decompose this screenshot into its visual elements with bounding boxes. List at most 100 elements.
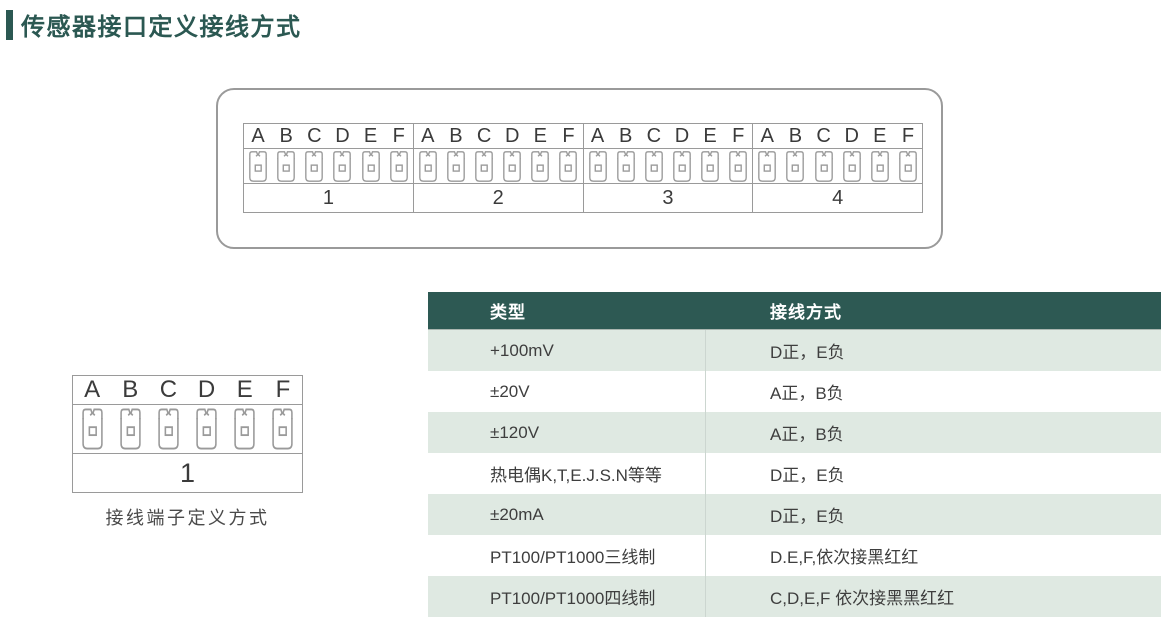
terminal-label: D (504, 124, 520, 147)
terminal-socket-icon (786, 150, 805, 182)
terminal-group-3: A B C D E F 3 (582, 124, 753, 212)
terminal-label: E (873, 124, 887, 147)
terminal-label: F (562, 124, 575, 147)
terminal-socket-icon (305, 150, 324, 182)
terminal-sockets (583, 149, 753, 184)
terminal-socket-icon (119, 408, 141, 450)
cell-type: ±20V (428, 371, 706, 412)
terminal-sockets (73, 405, 302, 454)
connector-strip: A B C D E F 1 A (243, 123, 923, 213)
terminal-socket-icon (272, 408, 294, 450)
terminal-socket-icon (333, 150, 352, 182)
terminal-label: A (251, 124, 265, 147)
terminal-label: F (392, 124, 405, 147)
terminal-sockets (753, 149, 922, 184)
terminal-label: D (197, 376, 216, 403)
terminal-socket-icon (899, 150, 917, 182)
terminal-socket-icon (644, 150, 663, 182)
terminal-socket-icon (418, 150, 437, 182)
terminal-socket-icon (531, 150, 550, 182)
terminal-socket-icon (701, 150, 719, 182)
group-number: 1 (179, 457, 196, 488)
column-header-wiring: 接线方式 (770, 303, 842, 322)
wiring-table-header: 类型 接线方式 (428, 292, 1161, 330)
terminal-socket-icon (758, 150, 777, 182)
cell-wiring: D正，E负 (770, 466, 845, 485)
table-row: PT100/PT1000三线制 D.E,F,依次接黑红红 (428, 535, 1161, 576)
page-title: 传感器接口定义接线方式 (21, 14, 302, 41)
table-row: ±120V A正，B负 (428, 412, 1161, 453)
terminal-socket-icon (234, 408, 256, 450)
terminal-socket-icon (616, 150, 635, 182)
terminal-socket-icon (158, 408, 179, 450)
terminal-label: D (844, 124, 859, 147)
terminal-label: B (788, 124, 803, 147)
terminal-socket-icon (870, 150, 889, 182)
terminal-socket-icon (673, 150, 691, 182)
terminal-socket-icon (729, 150, 748, 182)
terminal-socket-icon (559, 150, 578, 182)
terminal-socket-icon (81, 408, 103, 450)
terminal-label: E (363, 124, 378, 147)
terminal-labels: A B C D E F (73, 376, 302, 405)
cell-wiring: C,D,E,F 依次接黑黑红红 (770, 589, 955, 608)
terminal-label: A (421, 124, 435, 147)
terminal-socket-icon (389, 150, 408, 182)
terminal-block-caption: 接线端子定义方式 (105, 508, 270, 528)
table-row: ±20V A正，B负 (428, 371, 1161, 412)
group-number: 1 (322, 186, 334, 209)
wiring-table: 类型 接线方式 +100mV D正，E负 ±20V A正，B负 ±120V A正… (428, 292, 1161, 617)
terminal-socket-icon (814, 150, 833, 182)
terminal-label: B (619, 124, 633, 147)
terminal-label: B (449, 124, 463, 147)
terminal-labels: A B C D E F (244, 124, 413, 149)
terminal-socket-icon (503, 150, 522, 182)
terminal-group-1: A B C D E F 1 (244, 124, 413, 212)
cell-wiring: D正，E负 (770, 343, 845, 362)
terminal-group-2: A B C D E F 2 (412, 124, 583, 212)
terminal-label: D (674, 124, 690, 147)
cell-type: 热电偶K,T,E.J.S.N等等 (428, 453, 706, 494)
terminal-label: C (159, 376, 178, 403)
group-number: 3 (662, 186, 674, 209)
terminal-socket-icon (249, 150, 267, 182)
terminal-label: E (703, 124, 717, 147)
cell-wiring: A正，B负 (770, 425, 844, 444)
terminal-label: C (646, 124, 662, 147)
terminal-socket-icon (447, 150, 465, 182)
terminal-label: F (901, 124, 915, 147)
terminal-label: C (307, 124, 322, 147)
section-header: 传感器接口定义接线方式 (6, 7, 302, 42)
cell-type: PT100/PT1000四线制 (428, 576, 706, 617)
terminal-labels: A B C D E F (753, 124, 922, 149)
terminal-socket-icon (277, 150, 296, 182)
terminal-label: A (84, 376, 101, 403)
terminal-label: F (275, 376, 291, 403)
terminal-label: A (760, 124, 774, 147)
cell-wiring: D.E,F,依次接黑红红 (770, 548, 919, 567)
table-row: +100mV D正，E负 (428, 330, 1161, 371)
column-header-type: 类型 (490, 303, 526, 322)
terminal-label: B (122, 376, 139, 403)
table-row: PT100/PT1000四线制 C,D,E,F 依次接黑黑红红 (428, 576, 1161, 617)
group-number: 4 (832, 186, 844, 209)
terminal-label: C (476, 124, 492, 147)
cell-type: PT100/PT1000三线制 (428, 535, 706, 576)
terminal-label: C (816, 124, 831, 147)
terminal-socket-icon (588, 150, 607, 182)
table-row: 热电偶K,T,E.J.S.N等等 D正，E负 (428, 453, 1161, 494)
connector-panel: A B C D E F 1 A (216, 88, 943, 249)
terminal-socket-icon (475, 150, 493, 182)
terminal-labels: A B C D E F (413, 124, 583, 149)
terminal-sockets (413, 149, 583, 184)
terminal-sockets (244, 149, 413, 184)
terminal-block-diagram: A B C D E F 1 (72, 375, 303, 493)
cell-type: ±20mA (428, 494, 706, 535)
cell-wiring: A正，B负 (770, 384, 844, 403)
terminal-socket-icon (842, 150, 861, 182)
terminal-label: E (533, 124, 547, 147)
group-number: 2 (492, 186, 504, 209)
terminal-labels: A B C D E F (583, 124, 753, 149)
terminal-label: D (335, 124, 350, 147)
title-accent-bar (6, 9, 13, 40)
